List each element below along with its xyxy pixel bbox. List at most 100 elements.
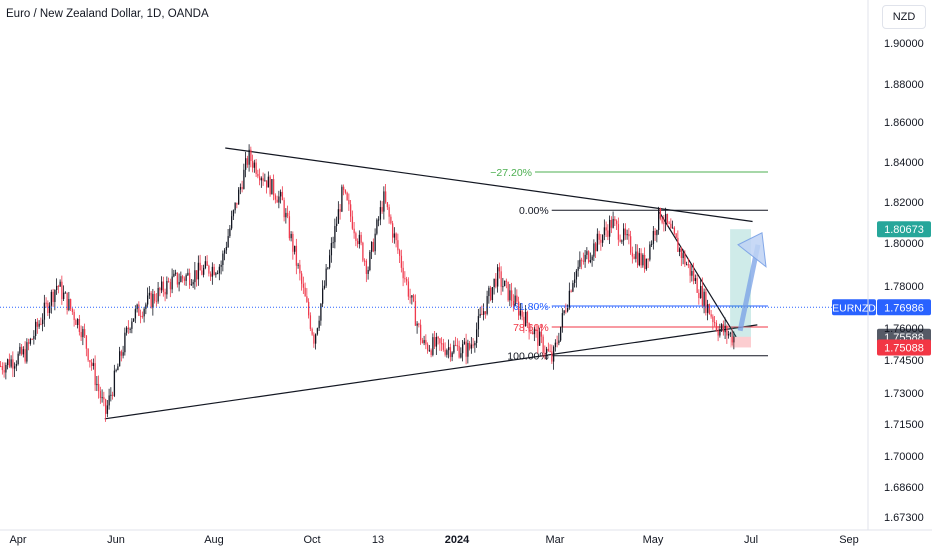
candle-body bbox=[516, 295, 518, 302]
candle-body bbox=[234, 202, 236, 211]
candle-body bbox=[379, 207, 382, 220]
candle-body bbox=[568, 290, 571, 308]
stop-price-label-bg bbox=[877, 339, 931, 356]
target-price-label: 1.80673 bbox=[884, 224, 924, 236]
candle-body bbox=[451, 352, 453, 358]
candle-body bbox=[549, 350, 551, 352]
x-tick-label: Sep bbox=[839, 534, 859, 546]
candle-body bbox=[427, 344, 429, 351]
candle-body bbox=[168, 280, 170, 282]
candle-body bbox=[259, 176, 261, 181]
y-tick-label: 1.84000 bbox=[884, 157, 924, 169]
candle-body bbox=[700, 285, 702, 299]
candle-body bbox=[633, 256, 635, 259]
candle-body bbox=[119, 351, 121, 367]
upper-trendline[interactable] bbox=[225, 147, 753, 223]
candle-body bbox=[572, 282, 574, 292]
candle-body bbox=[283, 200, 285, 218]
candle-body bbox=[136, 304, 138, 310]
decline-trendline[interactable] bbox=[658, 211, 737, 338]
candle-body bbox=[232, 210, 235, 217]
candle-body bbox=[406, 279, 408, 282]
loss-zone[interactable] bbox=[730, 336, 751, 348]
candle-body bbox=[77, 318, 79, 325]
currency-unit-selector[interactable]: NZD bbox=[882, 5, 926, 29]
candle-body bbox=[8, 359, 11, 367]
candle-body bbox=[518, 301, 520, 316]
symbol-tag-bg bbox=[832, 299, 876, 316]
candle-body bbox=[71, 308, 74, 312]
candle-body bbox=[523, 316, 525, 327]
candle-body bbox=[544, 352, 546, 354]
candle-body bbox=[561, 313, 564, 327]
candle-body bbox=[628, 234, 630, 237]
candle-body bbox=[498, 267, 501, 272]
candle-body bbox=[358, 234, 361, 245]
candle-body bbox=[644, 254, 646, 270]
candle-body bbox=[675, 233, 677, 238]
candle-body bbox=[647, 258, 649, 260]
candle-body bbox=[301, 273, 303, 284]
candle-body bbox=[82, 329, 84, 338]
candle-body bbox=[19, 346, 21, 354]
candle-body bbox=[626, 234, 628, 236]
candle-body bbox=[476, 329, 478, 343]
candle-body bbox=[512, 300, 515, 306]
lower-trendline[interactable] bbox=[104, 324, 758, 420]
candle-body bbox=[17, 353, 19, 365]
candle-body bbox=[469, 343, 471, 349]
candle-body bbox=[703, 291, 705, 306]
candle-body bbox=[108, 395, 110, 406]
candle-body bbox=[285, 212, 287, 218]
candle-body bbox=[162, 281, 165, 292]
candle-body bbox=[425, 340, 427, 345]
candle-body bbox=[120, 351, 123, 356]
candle-body bbox=[728, 334, 730, 336]
candle-body bbox=[554, 342, 557, 348]
candle-body bbox=[266, 180, 268, 188]
candle-body bbox=[574, 279, 576, 283]
candle-body bbox=[570, 290, 572, 292]
candle-body bbox=[509, 290, 511, 301]
candle-body bbox=[591, 256, 593, 261]
candle-body bbox=[290, 233, 292, 239]
candle-body bbox=[542, 336, 544, 353]
candle-body bbox=[530, 332, 532, 334]
candle-body bbox=[348, 199, 350, 205]
candle-body bbox=[248, 149, 250, 165]
candle-body bbox=[658, 208, 660, 231]
candle-body bbox=[495, 278, 497, 287]
candle-body bbox=[236, 202, 238, 205]
candle-body bbox=[430, 350, 432, 355]
candle-body bbox=[189, 272, 191, 286]
candle-body bbox=[668, 222, 670, 224]
candle-body bbox=[299, 264, 301, 274]
candle-body bbox=[729, 332, 732, 335]
candle-body bbox=[201, 270, 203, 275]
candle-body bbox=[341, 186, 343, 212]
candle-body bbox=[670, 223, 672, 229]
x-tick-label: Apr bbox=[9, 534, 26, 546]
candle-body bbox=[80, 331, 82, 338]
candle-body bbox=[87, 348, 89, 361]
candle-body bbox=[92, 363, 95, 366]
candle-body bbox=[274, 195, 277, 200]
candle-body bbox=[367, 270, 369, 274]
candle-body bbox=[462, 344, 464, 354]
candle-body bbox=[91, 362, 93, 366]
candle-body bbox=[70, 299, 72, 309]
candle-body bbox=[649, 244, 651, 260]
candle-body bbox=[255, 162, 257, 174]
candle-body bbox=[421, 340, 424, 344]
candle-body bbox=[208, 265, 210, 274]
candle-body bbox=[586, 251, 588, 255]
candle-body bbox=[535, 329, 537, 331]
candle-body bbox=[672, 227, 674, 229]
candle-body bbox=[47, 303, 49, 313]
candle-body bbox=[250, 149, 252, 161]
x-tick-label: 13 bbox=[372, 534, 384, 546]
candle-body bbox=[560, 326, 562, 341]
candle-body bbox=[61, 281, 63, 300]
